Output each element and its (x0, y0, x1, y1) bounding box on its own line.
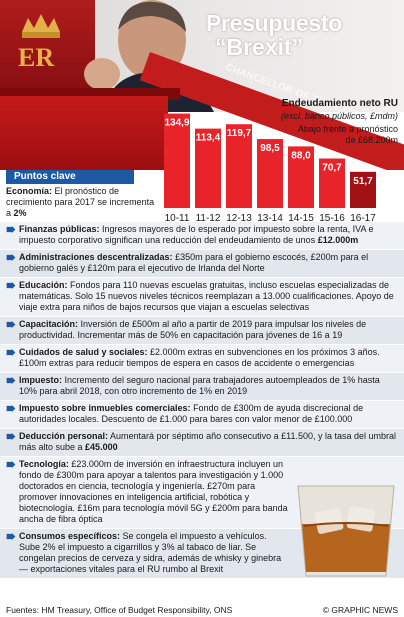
chart-value-label: 51,7 (353, 176, 373, 187)
economia-value: 2% (13, 208, 27, 218)
footer: Fuentes: HM Treasury, Office of Budget R… (0, 603, 404, 617)
key-point-body: Se congela el impuesto a vehículos. Sube… (19, 531, 282, 574)
chart-note-line2: de £68.200m (345, 135, 398, 145)
chart-note-line1: Abajo frente a pronóstico (297, 124, 398, 134)
key-point-body: £23.000m de inversión en infraestructura… (19, 459, 288, 524)
arrow-bullet-icon (6, 377, 16, 384)
chart-value-label: 98,5 (260, 143, 280, 154)
key-point-text: Deducción personal: Aumentará por séptim… (19, 431, 400, 453)
chart-category-label: 12-13 (226, 213, 252, 224)
borrowing-bar-chart: 134,9 10-11 113,4 11-12 119,7 12-13 98,5 13-14 8… (164, 113, 376, 224)
chart-bar (257, 139, 283, 208)
key-point-text: Capacitación: Inversión de £500m al año … (19, 319, 400, 341)
economia-title: Economía: (6, 186, 53, 196)
key-point-text: Administraciones descentralizadas: £350m… (19, 252, 400, 274)
key-point-figure: £12.000m (317, 235, 359, 245)
economia-body: El pronóstico de crecimiento para 2017 s… (6, 186, 155, 218)
chart-value-label: 70,7 (322, 163, 342, 174)
svg-text:ER: ER (18, 43, 54, 72)
arrow-bullet-icon (6, 533, 16, 540)
key-point-item: Impuesto: Incremento del seguro nacional… (0, 373, 404, 401)
key-point-body: Aumentará por séptimo año consecutivo a … (19, 431, 397, 452)
chart-category-label: 11-12 (196, 213, 221, 224)
copyright-text: © GRAPHIC NEWS (322, 605, 398, 615)
key-point-title: Capacitación: (19, 319, 79, 329)
key-point-item: Administraciones descentralizadas: £350m… (0, 250, 404, 278)
key-point-body: Fondo de £300m de ayuda discrecional de … (19, 403, 364, 424)
chart-value-label: 88,0 (291, 150, 311, 161)
key-point-text: Impuesto: Incremento del seguro nacional… (19, 375, 400, 397)
chart-subtitle: (excl. banco públicos, £mdm) (280, 111, 398, 121)
key-point-body: Ingresos mayores de lo esperado por impu… (19, 224, 374, 245)
red-box-lid-photo: ER (0, 0, 95, 88)
chart-value-label: 119,7 (227, 128, 252, 139)
key-point-body: £350m para el gobierno escocés, £200m pa… (19, 252, 369, 273)
economia-text: Economía: El pronóstico de crecimiento p… (6, 186, 156, 219)
chart-bar (226, 124, 252, 208)
key-point-item: Educación: Fondos para 110 nuevas escuel… (0, 278, 404, 317)
arrow-bullet-icon (6, 282, 16, 289)
key-point-text: Impuesto sobre inmuebles comerciales: Fo… (19, 403, 400, 425)
key-point-text: Tecnología: £23.000m de inversión en inf… (19, 459, 400, 525)
royal-crest-icon: ER (18, 14, 60, 72)
chart-category-label: 14-15 (288, 213, 314, 224)
chart-value-label: 134,9 (164, 118, 189, 129)
chart-bar (164, 113, 190, 208)
arrow-bullet-icon (6, 349, 16, 356)
key-points-list: Finanzas públicas: Ingresos mayores de l… (0, 222, 404, 579)
key-point-title: Tecnología: (19, 459, 69, 469)
key-point-text: Educación: Fondos para 110 nuevas escuel… (19, 280, 400, 313)
key-point-title: Consumos específicos: (19, 531, 121, 541)
key-point-title: Impuesto: (19, 375, 63, 385)
chart-category-label: 10-11 (165, 213, 190, 224)
key-point-body: £2.000m extras en subvenciones en los pr… (19, 347, 380, 368)
key-point-item: Deducción personal: Aumentará por séptim… (0, 429, 404, 457)
key-point-item: Cuidados de salud y sociales: £2.000m ex… (0, 345, 404, 373)
key-point-text: Finanzas públicas: Ingresos mayores de l… (19, 224, 400, 246)
chart-bar (350, 171, 376, 208)
chart-category-label: 15-16 (319, 213, 345, 224)
chart-bar (195, 128, 221, 208)
arrow-bullet-icon (6, 321, 16, 328)
chart-category-label: 16-17 (350, 213, 376, 224)
key-point-title: Finanzas públicas: (19, 224, 100, 234)
despatch-box (0, 96, 168, 170)
arrow-bullet-icon (6, 405, 16, 412)
key-point-title: Educación: (19, 280, 68, 290)
key-point-figure: £45.000 (85, 442, 118, 452)
key-point-text: Consumos específicos: Se congela el impu… (19, 531, 400, 575)
key-point-body: Incremento del seguro nacional para trab… (19, 375, 380, 396)
puntos-clave-label: Puntos clave (6, 170, 134, 184)
chart-note: Abajo frente a pronóstico de £68.200m (298, 124, 398, 146)
chart-bar (319, 158, 345, 208)
key-point-item: Impuesto sobre inmuebles comerciales: Fo… (0, 401, 404, 429)
arrow-bullet-icon (6, 254, 16, 261)
key-point-title: Cuidados de salud y sociales: (19, 347, 148, 357)
key-point-item: Capacitación: Inversión de £500m al año … (0, 317, 404, 345)
chart-title: Endeudamiento neto RU (281, 98, 398, 109)
chart-category-label: 13-14 (257, 213, 283, 224)
whisky-glass-icon (297, 485, 395, 577)
key-point-body: Fondos para 110 nuevas escuelas gratuita… (19, 280, 394, 312)
arrow-bullet-icon (6, 433, 16, 440)
chart-value-label: 113,4 (196, 133, 221, 144)
title-line1: Presupuesto (206, 10, 343, 36)
key-point-title: Administraciones descentralizadas: (19, 252, 173, 262)
sources-text: Fuentes: HM Treasury, Office of Budget R… (6, 605, 233, 615)
title-line2: “Brexit” (215, 34, 304, 60)
header-photo: ER CHANCELLOR OF THE EXCHEQUER Presupues… (0, 0, 404, 170)
arrow-bullet-icon (6, 226, 16, 233)
arrow-bullet-icon (6, 461, 16, 468)
key-point-title: Deducción personal: (19, 431, 109, 441)
key-point-item: Finanzas públicas: Ingresos mayores de l… (0, 222, 404, 250)
chart-bar (288, 146, 314, 208)
key-point-title: Impuesto sobre inmuebles comerciales: (19, 403, 191, 413)
key-point-body: Inversión de £500m al año a partir de 20… (19, 319, 367, 340)
key-point-text: Cuidados de salud y sociales: £2.000m ex… (19, 347, 400, 369)
